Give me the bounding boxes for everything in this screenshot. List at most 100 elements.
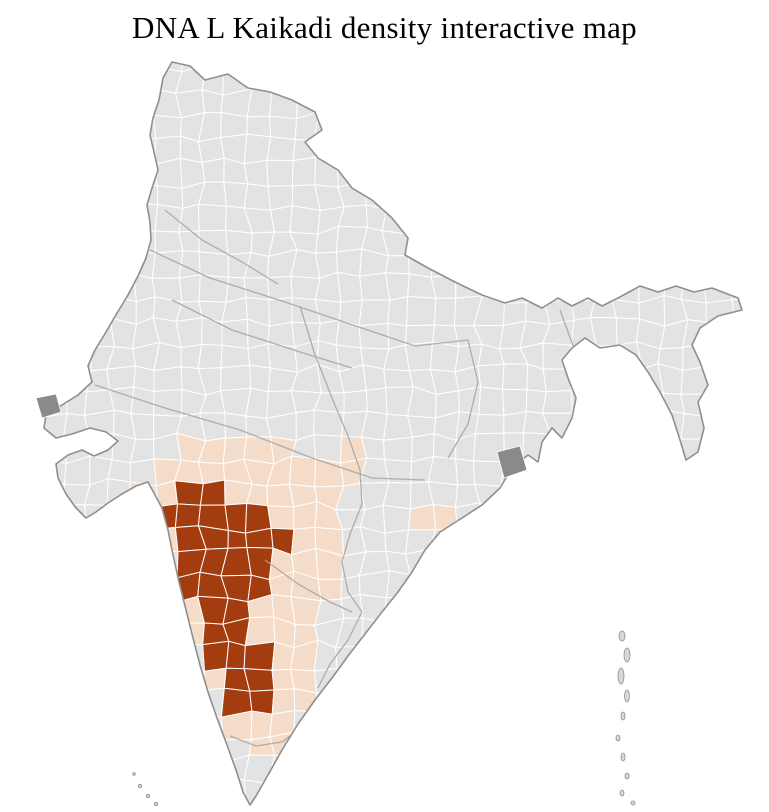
district-cell[interactable] (128, 481, 159, 511)
district-cell[interactable] (129, 202, 159, 232)
district-cell[interactable] (198, 229, 229, 256)
district-cell[interactable] (521, 432, 552, 466)
district-cell[interactable] (387, 295, 409, 327)
island[interactable] (624, 772, 630, 780)
district-cell[interactable] (335, 645, 363, 670)
district-cell[interactable] (479, 501, 501, 529)
district-cell[interactable] (201, 157, 225, 183)
district-cell[interactable] (542, 368, 572, 393)
island[interactable] (620, 711, 626, 721)
district-cell[interactable] (246, 88, 273, 118)
district-cell[interactable] (178, 274, 201, 303)
island[interactable] (619, 789, 625, 797)
district-cell[interactable] (202, 640, 230, 672)
district-cell[interactable] (268, 297, 293, 327)
district-cell[interactable] (455, 273, 483, 299)
district-cell[interactable] (358, 299, 391, 327)
district-cell[interactable] (358, 570, 391, 599)
district-cell[interactable] (343, 390, 368, 414)
no-data-district[interactable] (35, 393, 62, 419)
district-cell[interactable] (289, 205, 321, 235)
district-cell[interactable] (224, 502, 248, 534)
district-cell[interactable] (384, 529, 410, 555)
district-cell[interactable] (129, 458, 158, 487)
district-cell[interactable] (362, 364, 387, 392)
district-cell[interactable] (66, 388, 88, 416)
district-cell[interactable] (243, 183, 272, 211)
district-cell[interactable] (246, 115, 272, 138)
district-cell[interactable] (133, 251, 156, 279)
district-cell[interactable] (364, 180, 388, 210)
district-cell[interactable] (313, 409, 345, 437)
island[interactable] (618, 630, 626, 642)
district-cell[interactable] (430, 273, 457, 299)
district-cell[interactable] (474, 413, 505, 435)
district-cell[interactable] (106, 478, 131, 511)
district-cell[interactable] (503, 410, 527, 434)
district-cell[interactable] (107, 459, 131, 483)
district-cell[interactable] (520, 272, 552, 304)
island[interactable] (617, 667, 625, 685)
district-cell[interactable] (201, 687, 225, 718)
district-cell[interactable] (106, 365, 137, 391)
district-cell[interactable] (634, 388, 664, 418)
district-cell[interactable] (83, 504, 112, 535)
district-cell[interactable] (570, 344, 597, 372)
district-cell[interactable] (383, 368, 414, 389)
district-cell[interactable] (384, 272, 410, 301)
district-cell[interactable] (249, 689, 275, 715)
district-cell[interactable] (313, 668, 344, 694)
district-cell[interactable] (478, 386, 505, 416)
island[interactable] (615, 734, 621, 742)
district-cell[interactable] (175, 317, 203, 349)
district-cell[interactable] (499, 275, 528, 304)
district-cell[interactable] (151, 249, 184, 279)
district-cell[interactable] (131, 111, 157, 141)
district-cell[interactable] (250, 710, 273, 741)
district-cell[interactable] (314, 156, 339, 188)
district-cell[interactable] (129, 228, 156, 254)
district-cell[interactable] (244, 616, 276, 647)
district-cell[interactable] (199, 479, 226, 506)
district-cell[interactable] (224, 229, 253, 256)
district-cell[interactable] (60, 342, 92, 372)
district-cell[interactable] (270, 204, 293, 233)
district-cell[interactable] (314, 457, 345, 488)
district-cell[interactable] (220, 344, 251, 369)
island[interactable] (630, 800, 636, 806)
district-cell[interactable] (132, 183, 159, 206)
district-cell[interactable] (243, 641, 276, 671)
district-cell[interactable] (225, 640, 246, 670)
district-cell[interactable] (315, 691, 344, 717)
district-cell[interactable] (359, 272, 391, 301)
district-cell[interactable] (542, 389, 573, 414)
district-cell[interactable] (153, 366, 183, 393)
district-cell[interactable] (267, 505, 295, 530)
district-cell[interactable] (224, 412, 248, 439)
district-cell[interactable] (383, 436, 413, 463)
district-cell[interactable] (87, 317, 115, 348)
district-cell[interactable] (406, 295, 437, 327)
district-cell[interactable] (220, 364, 252, 392)
district-cell[interactable] (151, 548, 179, 579)
island[interactable] (623, 647, 631, 663)
district-cell[interactable] (611, 298, 641, 320)
district-cell[interactable] (705, 321, 736, 346)
district-cell[interactable] (159, 42, 183, 73)
district-cell[interactable] (152, 114, 183, 139)
island[interactable] (620, 752, 626, 762)
district-cell[interactable] (293, 500, 318, 530)
district-cell[interactable] (336, 666, 363, 693)
district-cell[interactable] (223, 181, 249, 209)
district-cell[interactable] (249, 364, 271, 393)
district-cell[interactable] (154, 204, 184, 233)
no-data-district[interactable] (496, 445, 528, 479)
district-cell[interactable] (266, 159, 294, 187)
district-cell[interactable] (271, 688, 296, 715)
island[interactable] (137, 784, 142, 789)
district-cell[interactable] (291, 156, 317, 187)
district-cell[interactable] (360, 617, 383, 647)
district-cell[interactable] (455, 458, 476, 486)
district-cell[interactable] (243, 159, 269, 187)
district-cell[interactable] (381, 596, 412, 626)
